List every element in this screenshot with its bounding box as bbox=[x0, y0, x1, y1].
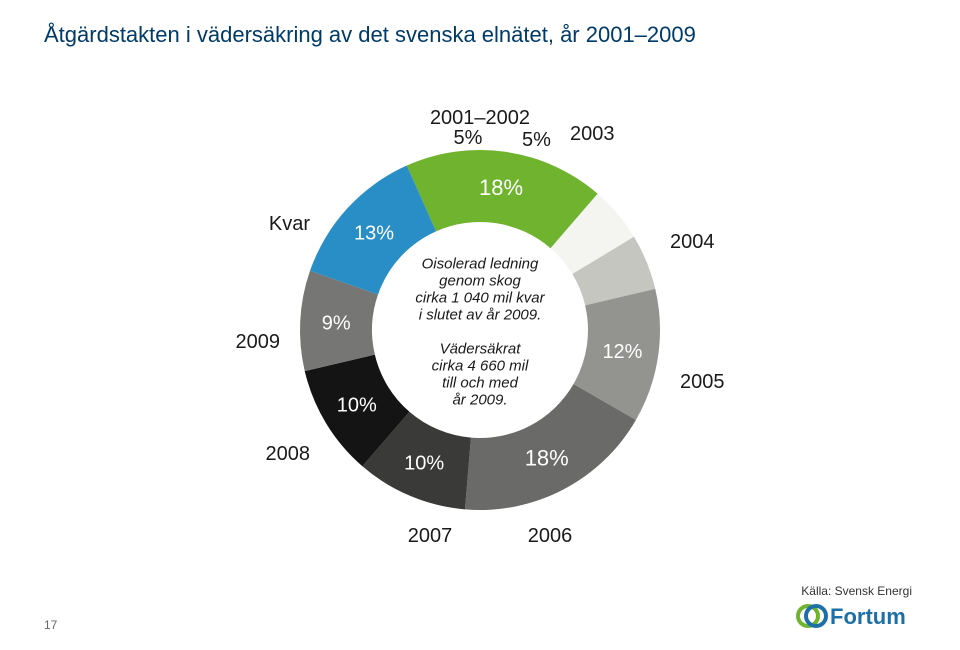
donut-chart: 18% 12% 18% 10% 10% 9% 13% Kvar 2001–20025% 2003 5… bbox=[250, 100, 710, 560]
outer-label-s06: 2006 bbox=[528, 525, 573, 547]
center-text-line: Oisolerad ledning bbox=[422, 256, 539, 273]
logo-text: Fortum bbox=[830, 604, 906, 629]
outer-label-s09: 2009 bbox=[236, 331, 281, 353]
outer-label-s08: 2008 bbox=[266, 443, 311, 465]
segment-pct-s07: 10% bbox=[337, 395, 377, 417]
page-title: Åtgärdstakten i vädersäkring av det sven… bbox=[44, 22, 696, 48]
segment-pct-s04: 12% bbox=[602, 341, 642, 363]
outer-pct-s03: 5% bbox=[522, 129, 551, 151]
center-text-line: genom skog bbox=[439, 273, 521, 290]
outer-label-s07: 2007 bbox=[408, 525, 453, 547]
fortum-logo: Fortum bbox=[796, 601, 916, 636]
outer-label-s04: 2004 bbox=[670, 231, 715, 253]
segment-pct-s08: 9% bbox=[322, 312, 351, 334]
outer-label-s0102: 2001–2002 bbox=[430, 107, 530, 129]
slide: { "title": "Åtgärdstakten i vädersäkring… bbox=[0, 0, 960, 650]
outer-pct-s0102: 5% bbox=[454, 127, 483, 149]
source-text: Källa: Svensk Energi bbox=[801, 584, 912, 598]
outer-label-s03: 2003 bbox=[570, 123, 615, 145]
page-number: 17 bbox=[44, 618, 57, 632]
center-text-line: år 2009. bbox=[452, 392, 507, 409]
segment-pct-s06: 10% bbox=[404, 453, 444, 475]
center-text-line: till och med bbox=[442, 375, 519, 392]
outer-label-s05: 2005 bbox=[680, 371, 725, 393]
segment-pct-kvar: 18% bbox=[479, 175, 523, 200]
center-text-line: Vädersäkrat bbox=[440, 341, 522, 358]
segment-pct-s05: 18% bbox=[525, 445, 569, 470]
segment-pct-s09: 13% bbox=[354, 223, 394, 245]
center-text-line: i slutet av år 2009. bbox=[419, 307, 542, 324]
center-text-line: cirka 4 660 mil bbox=[432, 358, 529, 375]
center-text-line: cirka 1 040 mil kvar bbox=[415, 290, 545, 307]
outer-label-kvar: Kvar bbox=[269, 213, 310, 235]
